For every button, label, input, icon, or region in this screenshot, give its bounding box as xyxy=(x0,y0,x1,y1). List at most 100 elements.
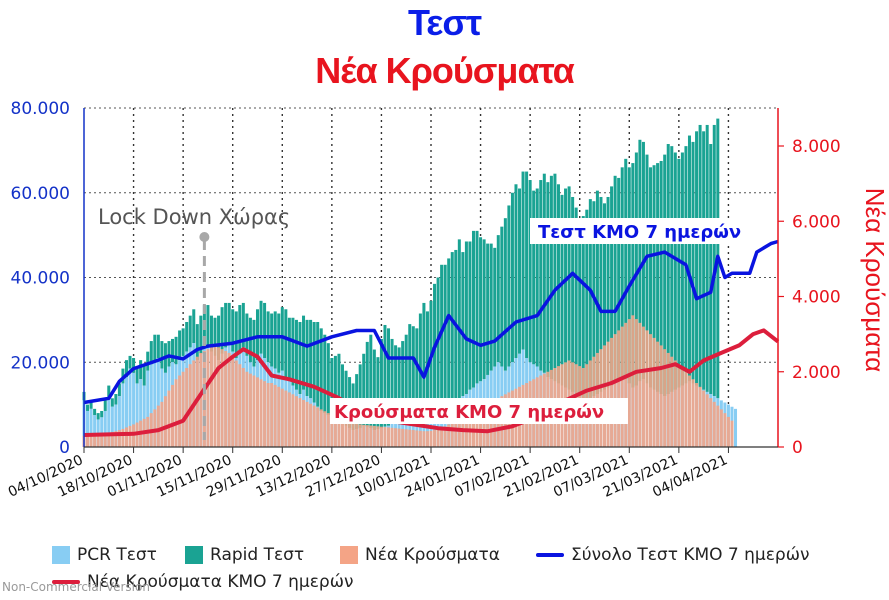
bar-rapid xyxy=(298,321,302,395)
bar-rapid xyxy=(691,141,695,384)
bar-rapid xyxy=(128,355,132,369)
bar-pcr xyxy=(156,358,160,447)
bar-cases xyxy=(362,424,366,447)
bar-cases xyxy=(319,409,323,447)
bar-cases xyxy=(326,413,330,447)
bar-rapid xyxy=(174,336,178,365)
bar-cases xyxy=(673,360,677,447)
bar-rapid xyxy=(617,177,621,382)
bar-rapid xyxy=(397,347,401,420)
bar-rapid xyxy=(645,154,649,384)
lockdown-label: Lock Down Χώρας xyxy=(98,205,290,229)
bar-cases xyxy=(302,399,306,447)
legend-line-tests-ma xyxy=(536,553,564,557)
bar-rapid xyxy=(556,184,560,384)
bar-cases xyxy=(613,334,617,447)
bar-rapid xyxy=(695,131,699,386)
bar-cases xyxy=(712,401,716,447)
bar-rapid xyxy=(284,309,288,378)
legend-item-pcr[interactable]: PCR Τεστ xyxy=(52,545,157,565)
bar-cases xyxy=(96,435,100,447)
bar-rapid xyxy=(631,163,635,388)
bar-cases xyxy=(89,434,93,447)
bar-cases xyxy=(652,337,656,447)
chart-subtitle: Νέα Κρούσματα xyxy=(315,50,575,91)
bar-cases xyxy=(337,418,341,447)
bar-cases xyxy=(181,371,185,447)
bar-cases xyxy=(408,429,412,447)
bar-rapid xyxy=(252,319,256,367)
bar-cases xyxy=(174,379,178,447)
bar-cases xyxy=(259,379,263,447)
right-tick-label: 4.000 xyxy=(792,288,841,308)
bar-cases xyxy=(263,381,267,447)
bar-pcr xyxy=(139,379,143,447)
bar-rapid xyxy=(287,317,291,382)
bar-rapid xyxy=(588,199,592,399)
bar-cases xyxy=(390,427,394,447)
bar-rapid xyxy=(482,239,486,380)
bar-rapid xyxy=(241,302,245,348)
legend-item-cases-ma[interactable]: Νέα Κρούσματα ΚΜΟ 7 ημερών xyxy=(52,572,353,592)
legend-swatch-pcr xyxy=(52,546,70,564)
bar-rapid xyxy=(479,237,483,382)
bar-cases xyxy=(415,430,419,447)
bar-rapid xyxy=(294,319,298,390)
bar-cases xyxy=(312,405,316,447)
bar-cases xyxy=(649,334,653,447)
bar-rapid xyxy=(440,264,444,409)
bar-cases xyxy=(489,401,493,447)
bar-cases xyxy=(365,425,369,447)
cases-ma-label: Κρούσματα ΚΜΟ 7 ημερών xyxy=(334,402,604,423)
bar-cases xyxy=(245,371,249,447)
bar-rapid xyxy=(270,313,274,367)
bar-cases xyxy=(333,416,337,447)
legend-item-tests-ma[interactable]: Σύνολο Τεστ ΚΜΟ 7 ημερών xyxy=(536,545,809,565)
legend-item-rapid[interactable]: Rapid Τεστ xyxy=(185,545,304,565)
bar-rapid xyxy=(365,341,369,427)
bar-rapid xyxy=(372,349,376,431)
legend-item-cases[interactable]: Νέα Κρούσματα xyxy=(340,545,500,565)
bar-rapid xyxy=(330,358,334,418)
bar-cases xyxy=(730,420,734,447)
bar-cases xyxy=(447,424,451,447)
bar-rapid xyxy=(687,135,691,382)
bar-cases xyxy=(656,341,660,447)
bar-rapid xyxy=(486,243,490,375)
bar-rapid xyxy=(117,383,121,397)
left-tick-label: 0 xyxy=(59,438,70,458)
bar-cases xyxy=(209,347,213,447)
bar-cases xyxy=(316,407,320,447)
bar-cases xyxy=(695,383,699,447)
bar-cases xyxy=(631,315,635,447)
bar-cases xyxy=(687,375,691,447)
bar-cases xyxy=(160,401,164,447)
bar-rapid xyxy=(234,311,238,359)
bar-rapid xyxy=(493,247,497,367)
bar-pcr xyxy=(89,408,93,447)
bar-rapid xyxy=(178,330,182,361)
bar-rapid xyxy=(404,334,408,424)
bar-pcr xyxy=(149,364,153,447)
series-lines xyxy=(83,239,780,437)
bar-rapid xyxy=(358,364,362,428)
bar-rapid xyxy=(337,353,341,422)
bar-rapid xyxy=(273,311,277,369)
bar-rapid xyxy=(702,131,706,390)
bar-cases xyxy=(309,403,313,447)
bar-rapid xyxy=(263,302,267,359)
bar-cases xyxy=(670,356,674,447)
bar-rapid xyxy=(146,351,150,371)
bar-rapid xyxy=(649,167,653,388)
bar-rapid xyxy=(326,343,330,416)
bar-rapid xyxy=(652,165,656,390)
bar-cases xyxy=(627,319,631,447)
bar-cases xyxy=(440,427,444,447)
bar-rapid xyxy=(705,124,709,392)
bar-rapid xyxy=(620,167,624,380)
bar-cases xyxy=(429,430,433,447)
bar-rapid xyxy=(535,188,539,367)
bar-cases xyxy=(287,392,291,447)
bar-cases xyxy=(411,430,415,447)
